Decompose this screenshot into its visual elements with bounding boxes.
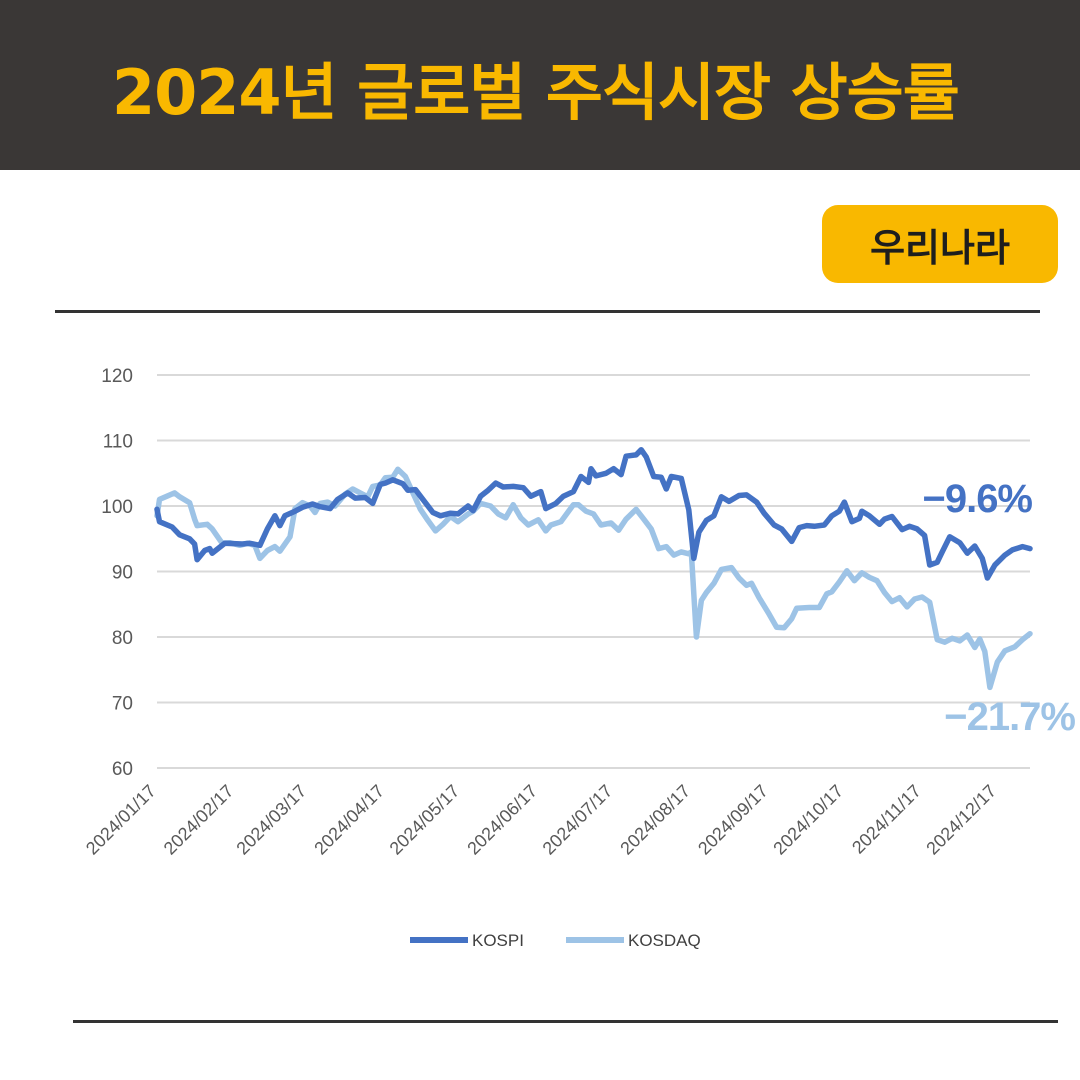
country-badge: 우리나라 <box>822 205 1058 283</box>
legend-label-kosdaq: KOSDAQ <box>628 931 701 950</box>
x-tick-label: 2024/02/17 <box>160 781 238 859</box>
bottom-divider <box>73 1020 1058 1023</box>
series-line-kospi <box>154 446 1033 581</box>
top-divider <box>55 310 1040 313</box>
x-tick-label: 2024/08/17 <box>616 781 694 859</box>
x-tick-label: 2024/05/17 <box>386 781 464 859</box>
y-tick-label: 120 <box>101 366 133 387</box>
chart-grid <box>157 374 1030 769</box>
x-tick-label: 2024/03/17 <box>232 781 310 859</box>
x-tick-label: 2024/09/17 <box>694 781 772 859</box>
y-tick-label: 60 <box>112 759 133 780</box>
country-badge-label: 우리나라 <box>870 225 1010 270</box>
x-tick-label: 2024/10/17 <box>769 781 847 859</box>
y-tick-label: 100 <box>101 497 133 518</box>
y-tick-label: 80 <box>112 628 133 649</box>
x-tick-label: 2024/07/17 <box>539 781 617 859</box>
x-tick-label: 2024/01/17 <box>82 781 160 859</box>
x-tick-label: 2024/06/17 <box>463 781 541 859</box>
chart-series <box>154 446 1033 691</box>
x-tick-label: 2024/12/17 <box>922 781 1000 859</box>
chart-legend: KOSPI KOSDAQ <box>410 931 701 950</box>
header-banner: 2024년 글로벌 주식시장 상승률 <box>0 0 1080 170</box>
x-tick-label: 2024/11/17 <box>848 781 925 858</box>
y-tick-label: 110 <box>103 432 133 453</box>
end-label-kosdaq: −21.7% <box>944 695 1075 739</box>
end-labels: −9.6% −21.7% <box>922 477 1076 739</box>
y-axis-ticks: 60 70 80 90 100 110 120 <box>101 366 133 780</box>
legend-label-kospi: KOSPI <box>472 931 524 950</box>
series-line-kosdaq <box>154 466 1033 691</box>
y-tick-label: 90 <box>112 563 133 584</box>
page-title: 2024년 글로벌 주식시장 상승률 <box>112 56 960 129</box>
y-tick-label: 70 <box>112 694 133 715</box>
x-tick-label: 2024/04/17 <box>310 781 388 859</box>
end-label-kospi: −9.6% <box>922 477 1032 521</box>
